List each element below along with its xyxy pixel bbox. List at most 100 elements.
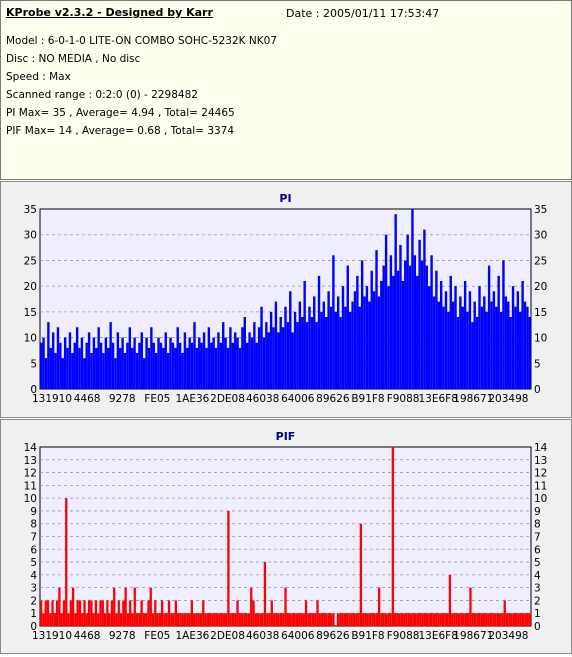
pif-bar (341, 613, 344, 626)
pi-bar (461, 306, 464, 389)
pif-bar (524, 613, 527, 626)
pi-bar (401, 281, 405, 389)
pif-bar (451, 613, 454, 626)
pi-bar (54, 353, 57, 389)
pi-bar (269, 311, 273, 389)
pif-bar (380, 613, 383, 626)
pif-bar (343, 613, 347, 626)
pif-bar (320, 613, 324, 626)
pi-bar (377, 296, 381, 389)
pi-bar (435, 270, 438, 389)
pif-bar (149, 587, 152, 626)
pif-bar (309, 613, 312, 626)
pif-bar (62, 600, 66, 626)
pi-bar (404, 260, 407, 389)
pi-bar (334, 311, 337, 389)
pi-bar (336, 296, 340, 389)
pi-bar (262, 337, 266, 389)
pif-bar (138, 613, 141, 626)
pif-ytick-left: 5 (30, 557, 37, 569)
pi-bar (432, 296, 436, 389)
pif-bar (350, 613, 353, 626)
pif-bar (377, 587, 381, 626)
pi-bar (176, 327, 179, 389)
pif-bar (55, 600, 59, 626)
pi-bar (325, 317, 328, 389)
pi-bar (49, 347, 52, 389)
pi-bar (159, 342, 163, 389)
pi-bar (372, 291, 376, 389)
pif-bar (170, 613, 173, 626)
pi-bar (519, 311, 522, 389)
pif-bar (53, 613, 56, 626)
pi-bar (111, 342, 115, 389)
pif-bar (42, 613, 45, 626)
pif-bar (409, 613, 413, 626)
pi-bar (310, 317, 314, 389)
pif-bar (67, 613, 70, 626)
pif-bar (135, 613, 139, 626)
pif-bar (501, 613, 504, 626)
pi-bar (485, 311, 488, 389)
pi-bar (406, 234, 409, 389)
pi-bar (389, 255, 393, 389)
pif-bar (92, 613, 95, 626)
pif-bar (453, 613, 456, 626)
pif-bar (346, 613, 349, 626)
pif-bar (190, 600, 194, 626)
pi-bar (523, 301, 527, 389)
pi-bar (195, 347, 199, 389)
pif-bar (407, 613, 410, 626)
pif-bar (161, 600, 164, 626)
model-line: Model : 6-0-1-0 LITE-ON COMBO SOHC-5232K… (6, 35, 277, 47)
pif-xtick-label: 13E6F8 (419, 630, 458, 642)
pi-bar (480, 306, 484, 389)
pif-ytick-left: 8 (30, 519, 37, 531)
pif-bar (336, 613, 340, 626)
pi-bar (305, 322, 309, 389)
pif-bar (208, 613, 212, 626)
pi-ytick-left: 30 (24, 230, 37, 242)
pif-xtick-label: 198671 (453, 630, 493, 642)
pi-bar (250, 337, 254, 389)
pi-bar (214, 347, 218, 389)
scan-date: Date : 2005/01/11 17:53:47 (286, 7, 440, 20)
pif-bar (117, 600, 120, 626)
pif-xtick-label: 4468 (74, 630, 101, 642)
pi-ytick-left: 35 (24, 204, 37, 216)
pi-bar (97, 327, 100, 389)
pi-bar (272, 327, 275, 389)
pi-xtick-label: 1AE36 (176, 393, 210, 405)
pif-bar (181, 613, 184, 626)
pif-bar (188, 613, 191, 626)
pi-chart: PI 0 0 5 5 10 10 15 15 20 20 25 25 30 30 35 35 131910 4468… (24, 192, 548, 405)
pi-bar (109, 322, 112, 389)
pi-bar (248, 332, 251, 389)
pif-ytick-right: 9 (534, 506, 541, 518)
pif-bar (373, 613, 376, 626)
pi-bar (466, 311, 469, 389)
pif-bar (316, 600, 319, 626)
pif-bar (515, 613, 518, 626)
pif-bar (44, 600, 47, 626)
pi-bar (499, 311, 503, 389)
pif-ytick-right: 10 (534, 493, 547, 505)
pif-bar (263, 562, 267, 626)
pif-bar (115, 613, 118, 626)
pif-bar (193, 613, 196, 626)
pi-bar (444, 291, 448, 389)
pi-bar (200, 342, 203, 389)
pif-bar (71, 587, 75, 626)
pif-bar (366, 613, 369, 626)
pi-bar (459, 296, 462, 389)
pi-bar (85, 342, 88, 389)
pif-bar (202, 600, 205, 626)
pi-bar (387, 286, 390, 389)
pif-bar (444, 613, 447, 626)
pi-ytick-right: 15 (534, 307, 547, 319)
pif-xtick-label: 1AE36 (176, 630, 210, 642)
pi-bar (116, 332, 120, 389)
pi-bar (147, 347, 151, 389)
pi-bar (399, 245, 402, 389)
